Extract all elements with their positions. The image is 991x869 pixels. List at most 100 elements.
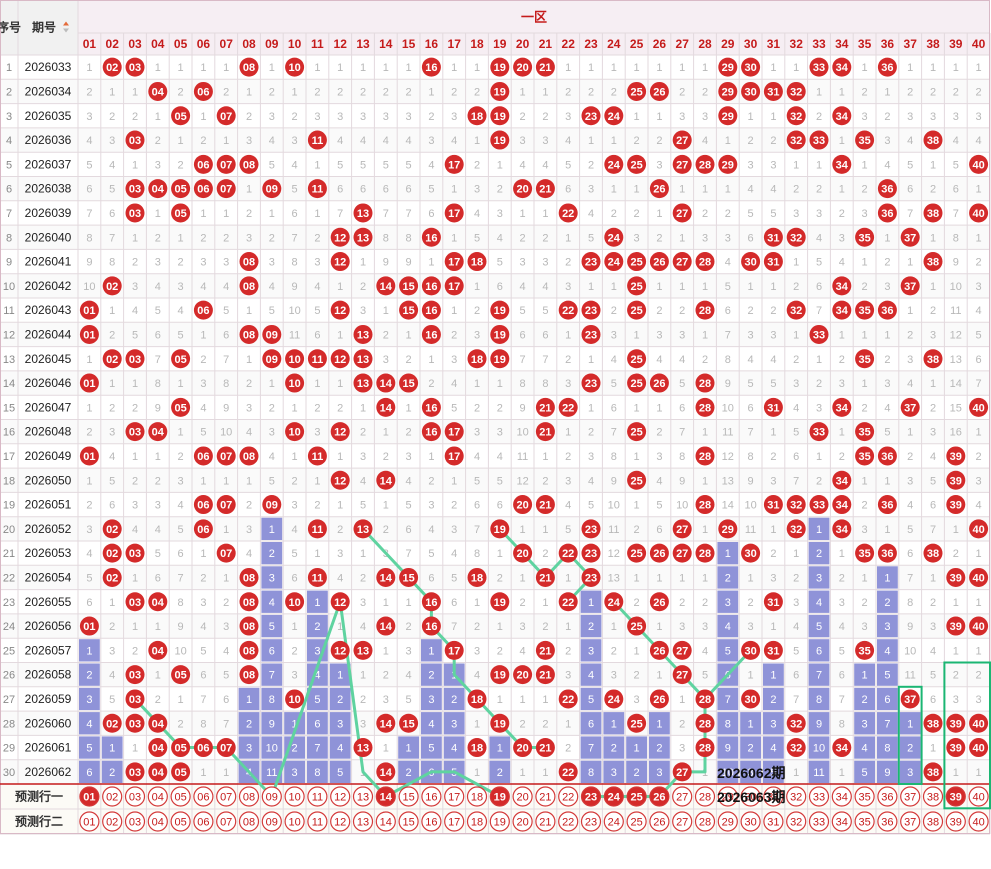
prediction-ball[interactable]: 09 [261,811,282,832]
prediction-ball-circle[interactable] [580,786,602,807]
prediction-ball-circle[interactable] [216,786,237,807]
prediction-ball-circle[interactable] [79,786,100,807]
prediction-ball-number[interactable]: 34 [836,817,848,829]
prediction-ball-circle[interactable] [558,811,579,832]
prediction-ball-number[interactable]: 11 [312,792,323,804]
prediction-ball-circle[interactable] [922,811,944,832]
prediction-ball[interactable]: 28 [694,811,716,832]
prediction-ball-number[interactable]: 20 [516,792,528,804]
prediction-ball-number[interactable]: 19 [494,817,506,829]
prediction-ball-number[interactable]: 17 [448,817,460,829]
prediction-ball[interactable]: 17 [444,811,465,832]
prediction-ball[interactable]: 24 [603,811,624,832]
prediction-ball-number[interactable]: 23 [585,817,597,829]
prediction-ball[interactable]: 04 [147,811,168,832]
prediction-ball-circle[interactable] [945,811,966,832]
prediction-ball-circle[interactable] [489,811,510,832]
prediction-ball[interactable]: 37 [900,786,921,807]
prediction-ball[interactable]: 27 [672,811,693,832]
prediction-ball[interactable]: 34 [831,811,852,832]
prediction-ball-number[interactable]: 07 [220,817,232,829]
prediction-ball-number[interactable]: 06 [197,792,209,804]
prediction-ball[interactable]: 38 [922,811,944,832]
prediction-ball-circle[interactable] [672,786,693,807]
prediction-ball[interactable]: 30 [740,786,761,807]
prediction-ball[interactable]: 01 [79,811,100,832]
prediction-ball-circle[interactable] [877,786,898,807]
prediction-ball[interactable]: 29 [717,811,738,832]
prediction-ball[interactable]: 35 [854,811,875,832]
prediction-ball[interactable]: 05 [170,811,191,832]
prediction-ball-number[interactable]: 36 [881,817,893,829]
prediction-ball[interactable]: 10 [284,786,305,807]
prediction-ball-number[interactable]: 28 [699,792,711,804]
prediction-ball-circle[interactable] [352,786,374,807]
prediction-ball-number[interactable]: 01 [83,817,95,829]
prediction-ball-number[interactable]: 10 [288,817,300,829]
prediction-ball-circle[interactable] [672,811,693,832]
prediction-ball-number[interactable]: 27 [676,817,688,829]
prediction-ball[interactable]: 40 [968,811,989,832]
prediction-ball-number[interactable]: 12 [334,817,346,829]
prediction-ball[interactable]: 21 [535,786,556,807]
prediction-ball-number[interactable]: 10 [288,792,300,804]
prediction-ball-selected[interactable]: 14 [375,786,396,807]
prediction-ball[interactable]: 06 [193,811,214,832]
prediction-ball-circle[interactable] [466,786,488,807]
prediction-ball-number[interactable]: 40 [972,817,984,829]
prediction-ball-number[interactable]: 02 [106,817,118,829]
prediction-ball-number[interactable]: 03 [129,817,141,829]
prediction-ball-circle[interactable] [444,786,465,807]
prediction-ball-circle[interactable] [261,811,282,832]
prediction-ball-circle[interactable] [649,811,670,832]
prediction-ball[interactable]: 02 [102,786,123,807]
prediction-ball-number[interactable]: 16 [425,817,437,829]
prediction-ball-number[interactable]: 37 [904,792,916,804]
prediction-ball[interactable]: 20 [512,811,533,832]
prediction-ball-number[interactable]: 15 [402,792,414,804]
prediction-ball-number[interactable]: 31 [767,817,779,829]
prediction-ball-number[interactable]: 36 [881,792,893,804]
prediction-ball-number[interactable]: 12 [334,792,346,804]
prediction-ball[interactable]: 13 [352,811,374,832]
prediction-ball[interactable]: 36 [877,786,898,807]
prediction-ball-number[interactable]: 25 [630,792,642,804]
prediction-ball[interactable]: 09 [261,786,282,807]
prediction-ball-number[interactable]: 06 [197,817,209,829]
prediction-ball-circle[interactable] [421,786,442,807]
prediction-ball[interactable]: 07 [216,786,237,807]
prediction-ball-number[interactable]: 19 [494,792,506,804]
prediction-ball[interactable]: 13 [352,786,374,807]
prediction-ball[interactable]: 21 [535,811,556,832]
prediction-ball-circle[interactable] [284,811,305,832]
prediction-ball-circle[interactable] [854,786,875,807]
prediction-ball-circle[interactable] [330,811,351,832]
prediction-ball-number[interactable]: 24 [608,817,620,829]
prediction-ball[interactable]: 16 [421,786,442,807]
prediction-ball-number[interactable]: 31 [767,792,779,804]
prediction-ball[interactable]: 23 [580,811,602,832]
prediction-ball-circle[interactable] [854,811,875,832]
prediction-ball-circle[interactable] [238,786,260,807]
prediction-ball[interactable]: 11 [307,786,328,807]
prediction-ball-circle[interactable] [466,811,488,832]
prediction-ball-circle[interactable] [558,786,579,807]
prediction-ball-circle[interactable] [238,811,260,832]
prediction-ball-circle[interactable] [375,786,396,807]
prediction-ball-number[interactable]: 14 [380,817,392,829]
prediction-ball-circle[interactable] [102,786,123,807]
prediction-ball-circle[interactable] [216,811,237,832]
prediction-ball-number[interactable]: 05 [174,817,186,829]
prediction-ball-circle[interactable] [512,811,533,832]
prediction-ball-circle[interactable] [922,786,944,807]
prediction-ball-circle[interactable] [170,786,191,807]
prediction-ball[interactable]: 03 [124,811,146,832]
prediction-ball[interactable]: 22 [558,811,579,832]
prediction-ball-circle[interactable] [193,786,214,807]
prediction-ball-number[interactable]: 22 [562,817,574,829]
sort-arrows-icon[interactable] [63,21,69,33]
prediction-ball[interactable]: 19 [489,811,510,832]
prediction-ball-number[interactable]: 02 [106,792,118,804]
prediction-ball[interactable]: 06 [193,786,214,807]
prediction-ball-circle[interactable] [900,811,921,832]
